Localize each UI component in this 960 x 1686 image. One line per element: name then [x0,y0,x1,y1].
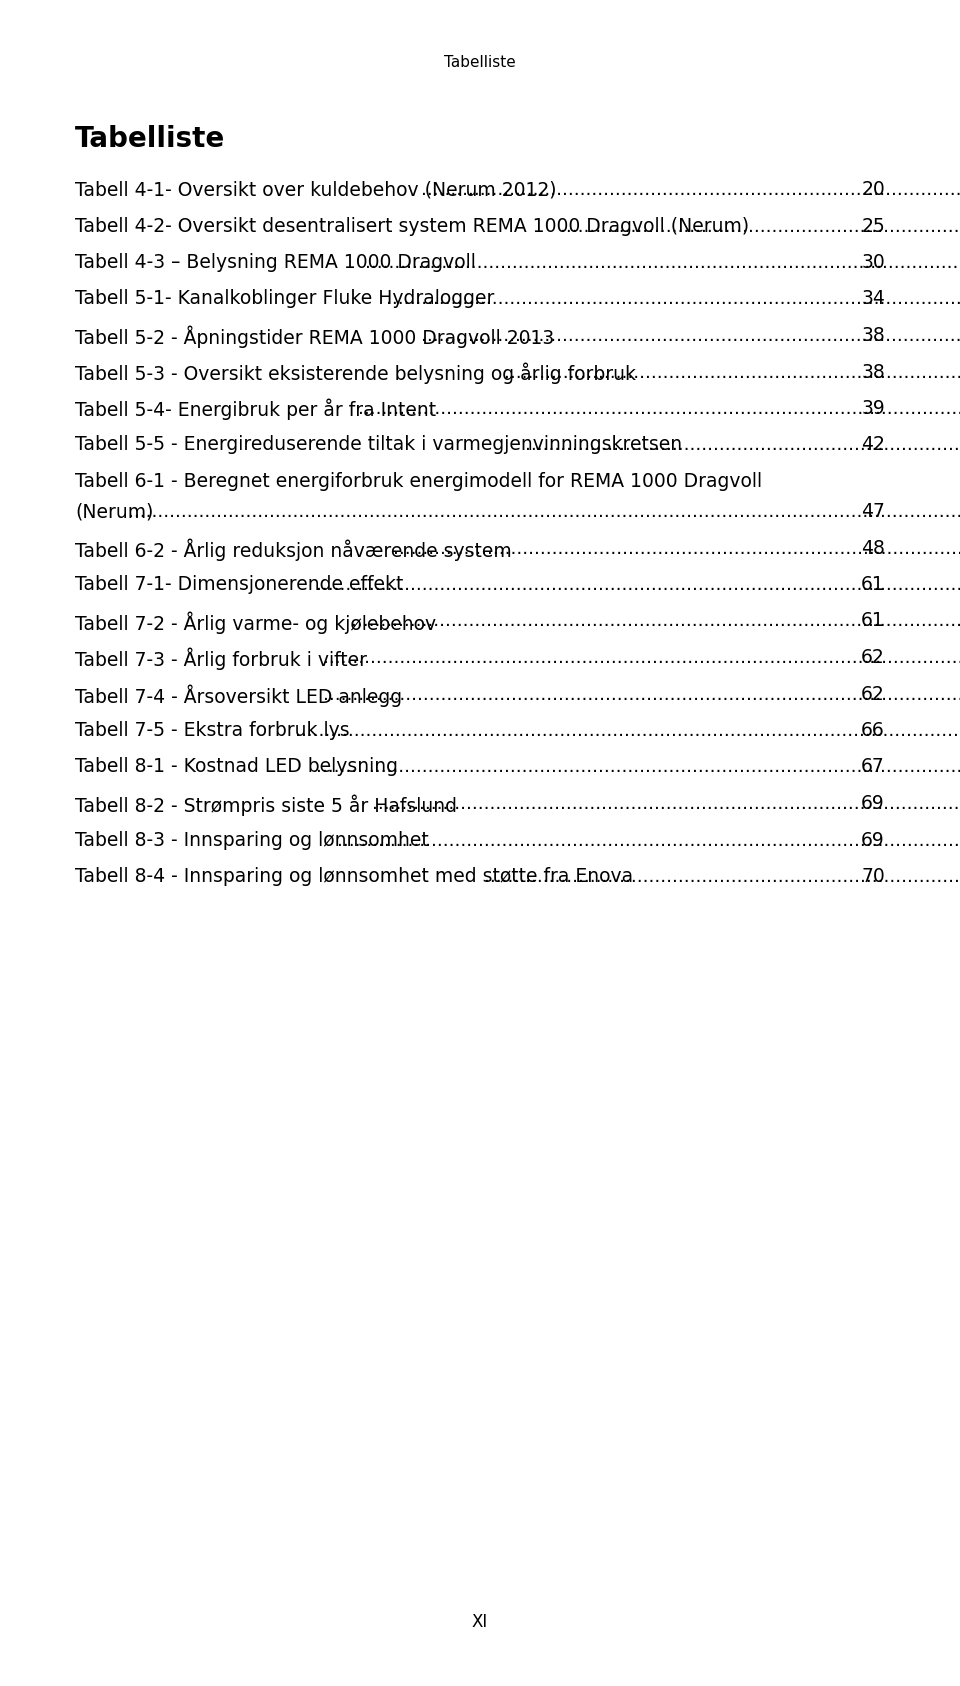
Text: ................................................................................: ........................................… [420,180,960,199]
Text: 25: 25 [861,216,885,236]
Text: 62: 62 [861,647,885,668]
Text: 67: 67 [861,757,885,777]
Text: Tabell 8-1 - Kostnad LED belysning: Tabell 8-1 - Kostnad LED belysning [75,757,398,777]
Text: Tabell 7-4 - Årsoversikt LED anlegg: Tabell 7-4 - Årsoversikt LED anlegg [75,685,402,706]
Text: Tabell 7-1- Dimensjonerende effekt: Tabell 7-1- Dimensjonerende effekt [75,575,403,593]
Text: ................................................................................: ........................................… [393,538,960,558]
Text: ................................................................................: ........................................… [351,612,960,631]
Text: ................................................................................: ........................................… [365,253,960,271]
Text: ................................................................................: ........................................… [372,794,960,813]
Text: ................................................................................: ........................................… [296,722,960,740]
Text: Tabell 6-1 - Beregnet energiforbruk energimodell for REMA 1000 Dragvoll: Tabell 6-1 - Beregnet energiforbruk ener… [75,472,762,491]
Text: ................................................................................: ........................................… [316,575,960,593]
Text: ................................................................................: ........................................… [561,216,960,236]
Text: 48: 48 [861,538,885,558]
Text: 42: 42 [861,435,885,455]
Text: Tabell 4-3 – Belysning REMA 1000 Dragvoll: Tabell 4-3 – Belysning REMA 1000 Dragvol… [75,253,476,271]
Text: ................................................................................: ........................................… [386,290,960,309]
Text: ................................................................................: ........................................… [324,647,960,668]
Text: ................................................................................: ........................................… [337,831,960,850]
Text: Tabell 8-2 - Strømpris siste 5 år Hafslund: Tabell 8-2 - Strømpris siste 5 år Hafslu… [75,794,457,816]
Text: 34: 34 [861,290,885,309]
Text: 62: 62 [861,685,885,703]
Text: 38: 38 [861,362,885,381]
Text: Tabelliste: Tabelliste [444,56,516,71]
Text: Tabell 5-4- Energibruk per år fra Intent: Tabell 5-4- Energibruk per år fra Intent [75,400,436,420]
Text: Tabell 8-4 - Innsparing og lønnsomhet med støtte fra Enova: Tabell 8-4 - Innsparing og lønnsomhet me… [75,867,634,887]
Text: Tabell 5-5 - Energireduserende tiltak i varmegjenvinningskretsen: Tabell 5-5 - Energireduserende tiltak i … [75,435,683,455]
Text: 61: 61 [861,575,885,593]
Text: Tabell 4-1- Oversikt over kuldebehov (Nerum 2012): Tabell 4-1- Oversikt over kuldebehov (Ne… [75,180,557,199]
Text: 38: 38 [861,325,885,346]
Text: ................................................................................: ........................................… [525,435,960,455]
Text: Tabell 5-2 - Åpningstider REMA 1000 Dragvoll 2013: Tabell 5-2 - Åpningstider REMA 1000 Drag… [75,325,554,349]
Text: 39: 39 [861,400,885,418]
Text: Tabell 6-2 - Årlig reduksjon nåværende system: Tabell 6-2 - Årlig reduksjon nåværende s… [75,538,512,561]
Text: ................................................................................: ........................................… [484,867,960,887]
Text: ................................................................................: ........................................… [316,757,960,777]
Text: 30: 30 [861,253,885,271]
Text: 47: 47 [861,502,885,521]
Text: Tabell 7-3 - Årlig forbruk i vifter: Tabell 7-3 - Årlig forbruk i vifter [75,647,367,671]
Text: 20: 20 [861,180,885,199]
Text: 69: 69 [861,831,885,850]
Text: Tabelliste: Tabelliste [75,125,226,153]
Text: ................................................................................: ........................................… [128,502,960,521]
Text: ................................................................................: ........................................… [420,325,960,346]
Text: Tabell 4-2- Oversikt desentralisert system REMA 1000 Dragvoll (Nerum): Tabell 4-2- Oversikt desentralisert syst… [75,216,749,236]
Text: Tabell 5-1- Kanalkoblinger Fluke Hydralogger: Tabell 5-1- Kanalkoblinger Fluke Hydralo… [75,290,494,309]
Text: Tabell 7-2 - Årlig varme- og kjølebehov: Tabell 7-2 - Årlig varme- og kjølebehov [75,612,436,634]
Text: Tabell 8-3 - Innsparing og lønnsomhet: Tabell 8-3 - Innsparing og lønnsomhet [75,831,429,850]
Text: Tabell 7-5 - Ekstra forbruk lys: Tabell 7-5 - Ekstra forbruk lys [75,722,349,740]
Text: 61: 61 [861,612,885,631]
Text: 69: 69 [861,794,885,813]
Text: ................................................................................: ........................................… [504,362,960,381]
Text: Tabell 5-3 - Oversikt eksisterende belysning og årlig forbruk: Tabell 5-3 - Oversikt eksisterende belys… [75,362,636,384]
Text: 70: 70 [861,867,885,887]
Text: (Nerum): (Nerum) [75,502,154,521]
Text: ................................................................................: ........................................… [324,685,960,703]
Text: 66: 66 [861,722,885,740]
Text: ................................................................................: ........................................… [358,400,960,418]
Text: XI: XI [472,1614,488,1630]
